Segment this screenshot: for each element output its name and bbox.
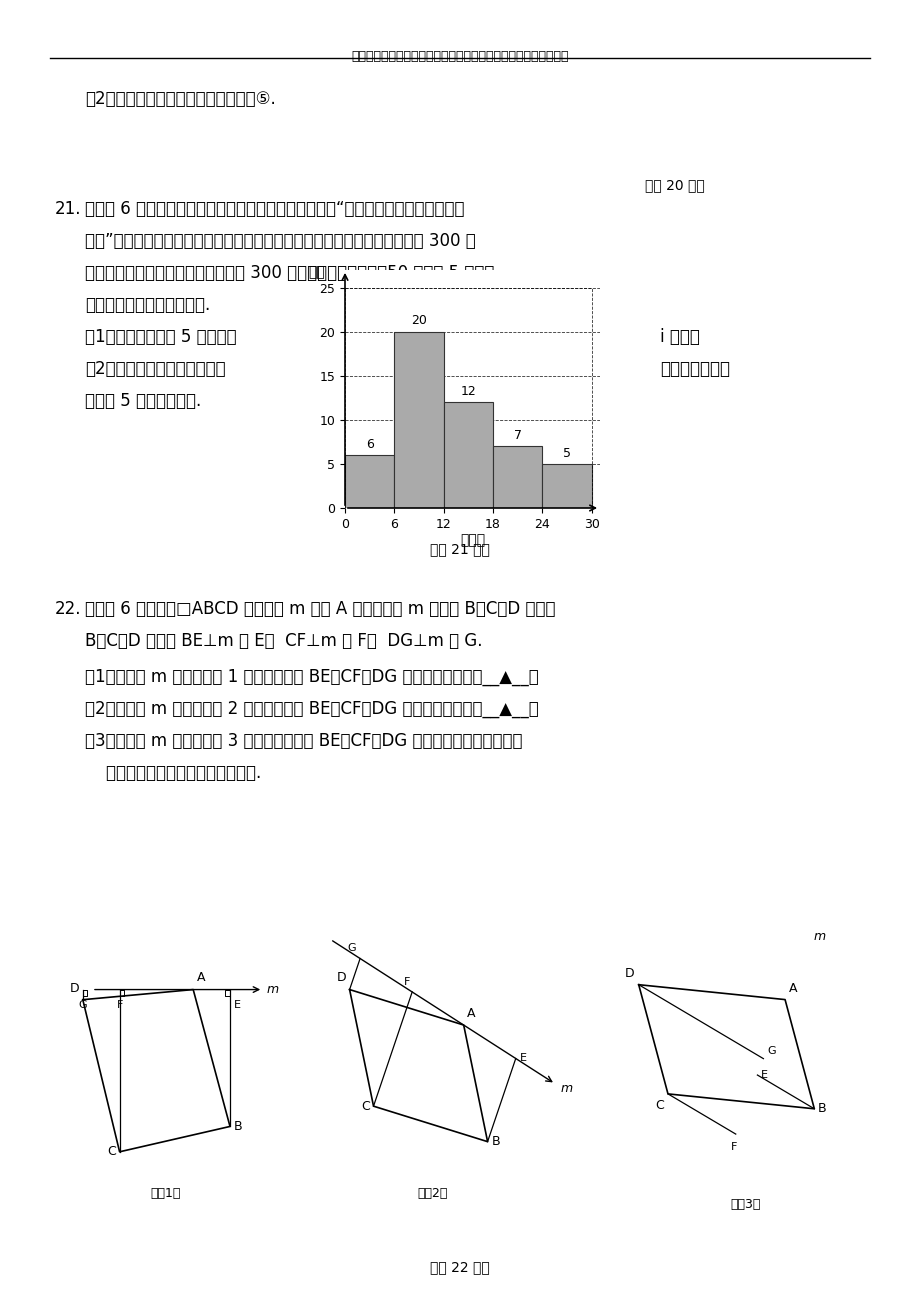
Text: 21.: 21. [55, 200, 82, 218]
Text: 最新学习考试资料试卷件及海量高中、初中教学课尺在金锁头文库: 最新学习考试资料试卷件及海量高中、初中教学课尺在金锁头文库 [351, 49, 568, 62]
Bar [394, 332, 443, 508]
Text: F: F [117, 1000, 122, 1010]
Text: E: E [761, 1070, 767, 1080]
Text: F: F [730, 1141, 736, 1152]
Text: （第 22 题）: （第 22 题） [430, 1260, 489, 1274]
Text: B: B [817, 1102, 826, 1115]
Text: （第 20 题）: （第 20 题） [644, 178, 704, 192]
Text: G: G [78, 1000, 87, 1010]
Text: C: C [360, 1100, 369, 1113]
Text: 7: 7 [513, 429, 521, 442]
Text: （2）在图上画出再次旋转后的三角形⑤.: （2）在图上画出再次旋转后的三角形⑤. [85, 90, 276, 108]
Text: G: G [766, 1046, 775, 1056]
Text: 用水量情况，结果如图所示.: 用水量情况，结果如图所示. [85, 296, 210, 315]
Text: D: D [625, 967, 634, 980]
Text: 5: 5 [562, 446, 571, 459]
Text: C: C [107, 1145, 116, 1158]
Text: F: F [403, 976, 410, 987]
Text: A: A [197, 971, 205, 984]
Text: 12: 12 [460, 385, 476, 398]
Text: （1）当直线 m 旋转到如图 1 位置时，线段 BE、CF、DG 之间的数量关系是__▲__；: （1）当直线 m 旋转到如图 1 位置时，线段 BE、CF、DG 之间的数量关系… [85, 668, 539, 686]
Text: B: B [491, 1135, 499, 1148]
Text: 22.: 22. [55, 601, 82, 618]
Text: 20: 20 [411, 315, 426, 328]
Bar [345, 455, 394, 508]
Text: 家庭用水情况进行了抄样调查，他在 300 户家庭中，随机调查了50 户家庭 5 月份的: 家庭用水情况进行了抄样调查，他在 300 户家庭中，随机调查了50 户家庭 5 … [85, 264, 494, 282]
Text: ）来替代，估计: ）来替代，估计 [659, 360, 729, 378]
Text: 请直接写出你的猜想，并加以证明.: 请直接写出你的猜想，并加以证明. [85, 764, 261, 783]
Text: C: C [654, 1098, 664, 1112]
Text: i 分比；: i 分比； [659, 328, 699, 346]
Text: 改小区 5 月份的用水量.: 改小区 5 月份的用水量. [85, 393, 201, 410]
Text: A: A [789, 982, 797, 994]
Bar [493, 446, 542, 508]
Text: m: m [813, 930, 825, 942]
Text: G: G [347, 944, 356, 953]
Text: （3）当直线 m 旋转到如图 3 的位置时，线段 BE、CF、DG 之间有怎样的数量关系？: （3）当直线 m 旋转到如图 3 的位置时，线段 BE、CF、DG 之间有怎样的… [85, 732, 522, 750]
Bar [542, 464, 591, 508]
Text: B: B [233, 1119, 242, 1132]
Text: A: A [467, 1008, 475, 1020]
Text: m: m [267, 983, 278, 996]
Text: 户数: 户数 [308, 265, 324, 280]
Text: 图（2）: 图（2） [416, 1187, 448, 1200]
Text: E: E [233, 1000, 241, 1010]
Text: （2）当直线 m 旋转到如图 2 位置时，线段 BE、CF、DG 之间的数量关系是__▲__；: （2）当直线 m 旋转到如图 2 位置时，线段 BE、CF、DG 之间的数量关系… [85, 699, 539, 718]
Text: （2）把图中每组用水量的值用: （2）把图中每组用水量的值用 [85, 360, 225, 378]
Text: （本题 6 分）已知□ABCD 中，直线 m 绕点 A 旋转，直线 m 不经过 B、C、D 点，过: （本题 6 分）已知□ABCD 中，直线 m 绕点 A 旋转，直线 m 不经过 … [85, 601, 555, 618]
Text: B、C、D 分别作 BE⊥m 于 E，  CF⊥m 于 F，  DG⊥m 于 G.: B、C、D 分别作 BE⊥m 于 E， CF⊥m 于 F， DG⊥m 于 G. [85, 632, 482, 650]
Text: 图（1）: 图（1） [150, 1187, 181, 1200]
Text: （本题 6 分）为提高居民的节水意识，向阳小区开展了“建设节水型社区，保障用水: （本题 6 分）为提高居民的节水意识，向阳小区开展了“建设节水型社区，保障用水 [85, 200, 464, 218]
Text: m: m [561, 1082, 573, 1095]
Text: D: D [336, 971, 346, 984]
Bar [443, 402, 493, 508]
Text: 6: 6 [366, 438, 373, 451]
Text: 安全”为主题的节水宣传活动，小莎同学积极参与小区的宣传活动，并对小区 300 户: 安全”为主题的节水宣传活动，小莎同学积极参与小区的宣传活动，并对小区 300 户 [85, 231, 475, 250]
X-axis label: 用水量: 用水量 [460, 533, 484, 547]
Text: （第 21 题）: （第 21 题） [429, 542, 490, 556]
Text: 图（3）: 图（3） [730, 1199, 760, 1212]
Text: E: E [519, 1053, 526, 1063]
Text: （1）试估计该小区 5 月份用水: （1）试估计该小区 5 月份用水 [85, 328, 236, 346]
Text: D: D [70, 982, 79, 994]
